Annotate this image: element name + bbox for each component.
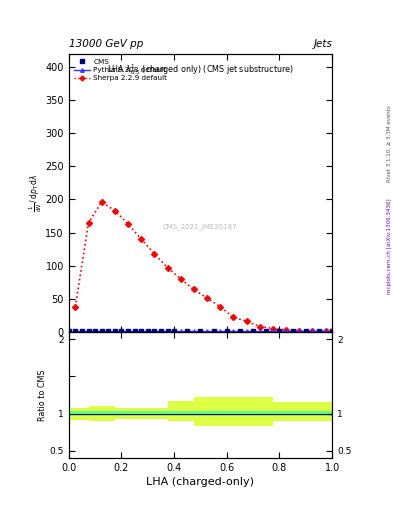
Text: CMS_2021_JME20187: CMS_2021_JME20187 (163, 223, 238, 229)
Text: Rivet 3.1.10, ≥ 3.3M events: Rivet 3.1.10, ≥ 3.3M events (387, 105, 392, 182)
Text: LHA $\lambda^1_{0.5}$ (charged only) (CMS jet substructure): LHA $\lambda^1_{0.5}$ (charged only) (CM… (107, 62, 294, 77)
X-axis label: LHA (charged-only): LHA (charged-only) (147, 477, 254, 487)
Y-axis label: Ratio to CMS: Ratio to CMS (38, 369, 47, 421)
Text: Jets: Jets (313, 38, 332, 49)
Y-axis label: $\frac{1}{\mathrm{d}N}\,/\,\mathrm{d}p_\mathrm{T}\,\mathrm{d}\lambda$: $\frac{1}{\mathrm{d}N}\,/\,\mathrm{d}p_\… (28, 174, 44, 212)
Legend: CMS, Pythia 8.308 default, Sherpa 2.2.9 default: CMS, Pythia 8.308 default, Sherpa 2.2.9 … (71, 56, 170, 84)
Text: 13000 GeV pp: 13000 GeV pp (69, 38, 143, 49)
Text: mcplots.cern.ch [arXiv:1306.3436]: mcplots.cern.ch [arXiv:1306.3436] (387, 198, 392, 293)
